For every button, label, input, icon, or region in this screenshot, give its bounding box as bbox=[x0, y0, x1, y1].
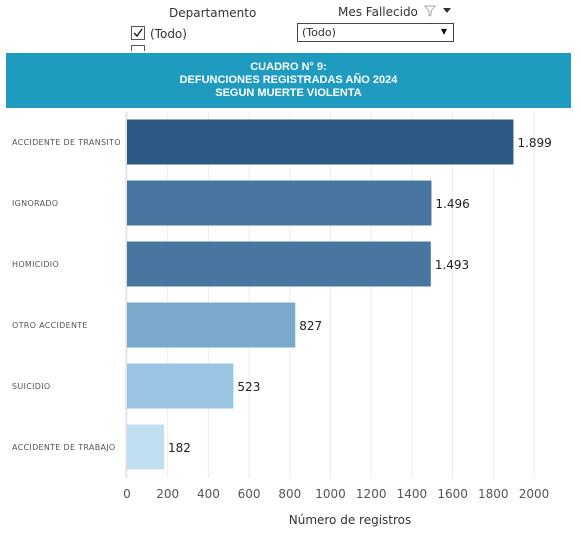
x-tick-label: 600 bbox=[238, 487, 261, 501]
chevron-down-icon: ▼ bbox=[441, 27, 447, 36]
bar bbox=[127, 181, 431, 226]
bar-chart: 0 200 400 600 800 1000 1200 1400 1600 1800 2000 ACC… bbox=[0, 110, 581, 510]
month-select-value: (Todo) bbox=[302, 26, 336, 39]
chart-title-line-1: CUADRO N° 9: bbox=[6, 61, 571, 74]
category-label: SUICIDIO bbox=[12, 382, 50, 391]
x-tick-label: 1000 bbox=[315, 487, 346, 501]
filter-funnel-icon[interactable] bbox=[424, 5, 436, 17]
data-label: 1.899 bbox=[517, 136, 551, 150]
x-tick-label: 400 bbox=[197, 487, 220, 501]
department-option-label: (Todo) bbox=[150, 27, 187, 41]
x-tick-label: 800 bbox=[278, 487, 301, 501]
x-tick-label: 2000 bbox=[519, 487, 550, 501]
filter-menu-caret-icon[interactable] bbox=[442, 7, 452, 15]
month-filter-label: Mes Fallecido bbox=[338, 5, 418, 19]
bar bbox=[127, 364, 233, 409]
x-tick-label: 0 bbox=[123, 487, 131, 501]
month-select[interactable]: (Todo) ▼ bbox=[297, 23, 454, 42]
checkmark-icon bbox=[132, 27, 144, 39]
chart-title-banner: CUADRO N° 9: DEFUNCIONES REGISTRADAS AÑO… bbox=[6, 53, 571, 108]
category-label: IGNORADO bbox=[12, 199, 58, 208]
bar bbox=[127, 120, 513, 165]
category-label: OTRO ACCIDENTE bbox=[12, 321, 88, 330]
category-label: ACCIDENTE DE TRANSITO bbox=[12, 138, 121, 147]
bar bbox=[127, 303, 295, 348]
department-checkbox[interactable] bbox=[131, 26, 145, 40]
x-tick-label: 200 bbox=[156, 487, 179, 501]
x-axis-title: Número de registros bbox=[250, 513, 450, 527]
data-label: 1.493 bbox=[435, 258, 469, 272]
category-label: ACCIDENTE DE TRABAJO bbox=[12, 443, 116, 452]
category-label: HOMICIDIO bbox=[12, 260, 59, 269]
x-tick-label: 1200 bbox=[356, 487, 387, 501]
chart-title-line-2: DEFUNCIONES REGISTRADAS AÑO 2024 bbox=[6, 74, 571, 87]
data-label: 1.496 bbox=[435, 197, 469, 211]
bar bbox=[127, 425, 164, 470]
bar bbox=[127, 242, 431, 287]
data-label: 523 bbox=[237, 380, 260, 394]
x-tick-label: 1600 bbox=[437, 487, 468, 501]
department-filter-label: Departamento bbox=[169, 6, 256, 20]
chart-title-line-3: SEGUN MUERTE VIOLENTA bbox=[6, 87, 571, 100]
department-checkbox-partial[interactable] bbox=[131, 45, 145, 51]
x-tick-label: 1800 bbox=[478, 487, 509, 501]
data-label: 182 bbox=[168, 441, 191, 455]
data-label: 827 bbox=[299, 319, 322, 333]
x-tick-label: 1400 bbox=[397, 487, 428, 501]
